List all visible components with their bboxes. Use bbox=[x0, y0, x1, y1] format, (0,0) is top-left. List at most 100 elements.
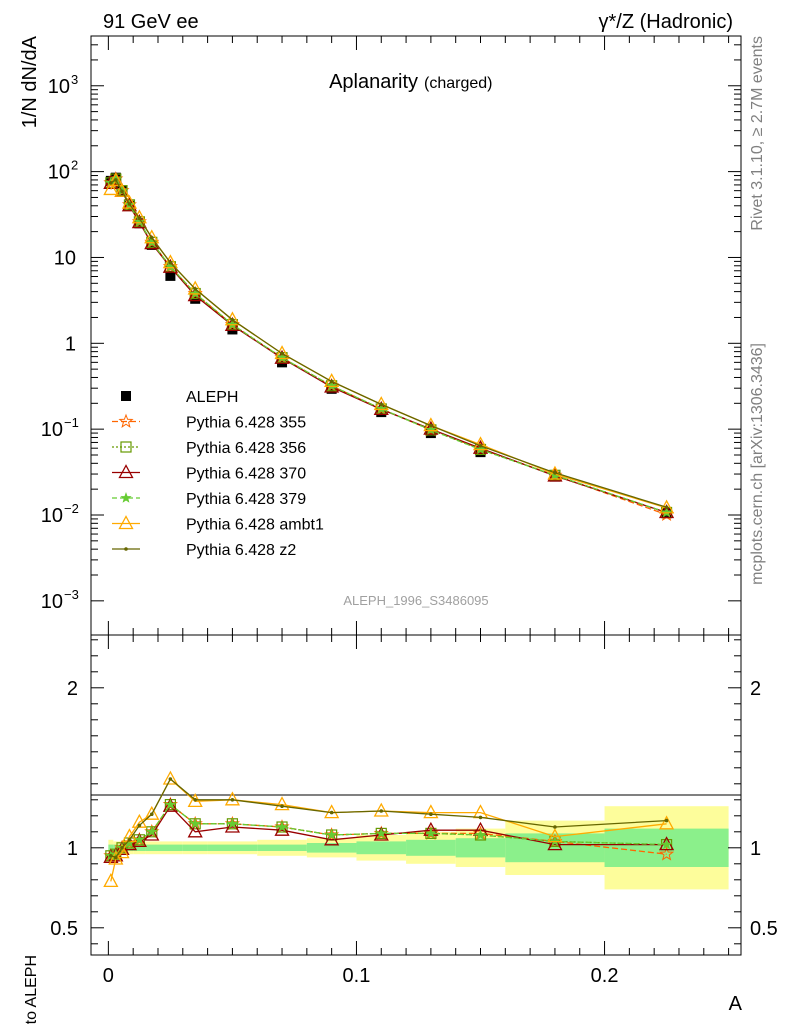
x-tick-label: 0 bbox=[103, 965, 114, 987]
ratio-data-point bbox=[103, 873, 119, 888]
ratio-data-point bbox=[162, 797, 178, 812]
legend-entry: Pythia 6.428 ambt1 bbox=[112, 515, 324, 534]
main-data-point bbox=[660, 506, 673, 518]
main-y-tick-exponent: −3 bbox=[64, 587, 79, 602]
ratio-data-point bbox=[193, 798, 197, 802]
main-data-point bbox=[127, 202, 132, 206]
main-data-point bbox=[187, 280, 203, 295]
stat-uncertainty-band bbox=[145, 844, 158, 851]
analysis-watermark: ALEPH_1996_S3486095 bbox=[343, 593, 488, 608]
main-y-tick-label: 10 bbox=[48, 162, 70, 184]
plot-subtitle: (charged) bbox=[424, 75, 492, 92]
plot-title: Aplanarity bbox=[329, 71, 418, 93]
main-y-tick-exponent: 3 bbox=[71, 72, 78, 87]
main-data-point bbox=[108, 172, 124, 187]
ratio-data-point bbox=[144, 805, 160, 820]
ratio-data-point bbox=[547, 828, 563, 843]
main-data-point bbox=[114, 182, 130, 197]
ratio-uncertainty-bands bbox=[108, 806, 729, 890]
stat-uncertainty-band bbox=[306, 843, 357, 853]
main-data-point bbox=[109, 181, 113, 185]
side-label-bottom: mcplots.cern.ch [arXiv:1306.3436] bbox=[749, 343, 766, 585]
ratio-data-point bbox=[164, 798, 177, 810]
legend-label: Pythia 6.428 370 bbox=[186, 466, 306, 483]
ratio-plot-frame bbox=[90, 634, 742, 956]
ratio-data-point bbox=[114, 844, 130, 859]
ratio-data-point bbox=[168, 777, 173, 781]
main-y-tick-label: 10 bbox=[41, 419, 63, 441]
legend-entry: Pythia 6.428 379 bbox=[112, 491, 306, 508]
ratio-data-point bbox=[162, 770, 178, 785]
stat-uncertainty-band bbox=[406, 839, 456, 856]
ratio-data-point bbox=[133, 833, 146, 845]
ratio-plot-panel: 0.5 0.5 1 1 2 2 0 0.1 0.2 Ratio to ALEPH A bbox=[23, 634, 778, 1024]
ratio-data-point bbox=[326, 829, 338, 840]
ratio-data-point bbox=[131, 833, 147, 848]
main-data-point bbox=[379, 402, 384, 407]
legend-entry: Pythia 6.428 355 bbox=[112, 413, 306, 432]
ratio-data-point bbox=[149, 812, 154, 816]
legend: ALEPH Pythia 6.428 355 Pythia 6.428 356 Pyt… bbox=[112, 389, 324, 559]
main-data-point bbox=[133, 215, 146, 227]
ratio-data-point bbox=[553, 825, 557, 829]
legend-marker bbox=[118, 515, 134, 530]
main-data-point bbox=[149, 235, 154, 240]
ratio-series-group bbox=[103, 770, 675, 888]
ratio-y-tick-label-right: 2 bbox=[750, 678, 761, 700]
ratio-y-tick-label: 0.5 bbox=[50, 918, 78, 940]
main-y-tick-exponent: 2 bbox=[71, 158, 78, 173]
main-data-point bbox=[478, 443, 483, 448]
main-data-point bbox=[547, 465, 563, 480]
main-series-pythia-6-428-z2 bbox=[109, 178, 669, 510]
ratio-data-point bbox=[146, 825, 158, 837]
ratio-axis-ticks: 0.5 0.5 1 1 2 2 0 0.1 0.2 bbox=[50, 635, 778, 987]
ratio-data-point bbox=[137, 823, 142, 828]
main-data-point bbox=[120, 189, 124, 194]
ratio-data-point bbox=[127, 838, 132, 842]
ratio-data-point bbox=[660, 838, 673, 850]
ratio-series-line bbox=[110, 777, 667, 859]
main-data-point bbox=[472, 436, 489, 451]
stat-uncertainty-band bbox=[257, 844, 307, 851]
main-data-point bbox=[103, 181, 119, 196]
main-data-point bbox=[114, 178, 118, 182]
ratio-series-line bbox=[110, 803, 667, 857]
ratio-data-point bbox=[659, 846, 675, 861]
ratio-y-axis-label: Ratio to ALEPH bbox=[23, 955, 40, 1024]
stat-uncertainty-band bbox=[133, 844, 146, 851]
main-data-point bbox=[137, 216, 142, 221]
main-y-tick-exponent: −2 bbox=[64, 501, 79, 516]
main-y-tick-label: 10 bbox=[41, 591, 63, 613]
main-y-tick-label: 10 bbox=[41, 505, 63, 527]
ratio-data-point bbox=[373, 802, 389, 817]
legend-entry: ALEPH bbox=[121, 389, 238, 406]
ratio-y-tick-label: 1 bbox=[67, 838, 78, 860]
ratio-data-point bbox=[474, 829, 487, 840]
main-data-point bbox=[553, 471, 557, 475]
side-label-top: Rivet 3.1.10, ≥ 2.7M events bbox=[749, 36, 766, 231]
ratio-y-tick-label-right: 1 bbox=[750, 838, 761, 860]
ratio-data-point bbox=[375, 827, 387, 839]
legend-marker bbox=[120, 441, 132, 453]
legend-entry: Pythia 6.428 z2 bbox=[112, 542, 296, 559]
legend-marker bbox=[118, 413, 134, 428]
main-data-point bbox=[165, 270, 176, 281]
ratio-data-point bbox=[664, 818, 669, 823]
legend-marker bbox=[118, 464, 134, 479]
legend-label: Pythia 6.428 355 bbox=[186, 415, 306, 432]
ratio-data-point bbox=[224, 818, 241, 833]
main-data-point bbox=[274, 345, 290, 360]
legend-marker bbox=[121, 391, 131, 401]
ratio-data-point bbox=[658, 815, 675, 830]
stat-uncertainty-band bbox=[182, 844, 208, 851]
ratio-data-point bbox=[189, 817, 201, 829]
legend-label: Pythia 6.428 ambt1 bbox=[186, 517, 324, 534]
ratio-data-point bbox=[114, 841, 130, 856]
legend-entry: Pythia 6.428 370 bbox=[112, 464, 306, 483]
ratio-data-point bbox=[478, 815, 483, 820]
header-right: γ*/Z (Hadronic) bbox=[599, 11, 733, 33]
main-data-point bbox=[324, 373, 340, 388]
legend-marker bbox=[120, 492, 132, 503]
